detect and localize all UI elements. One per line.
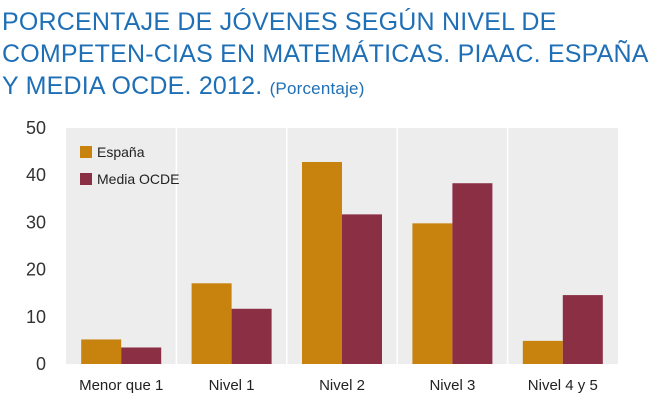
x-tick-label: Nivel 3 bbox=[429, 377, 475, 394]
bar-espana bbox=[522, 340, 563, 364]
bar-media-ocde bbox=[231, 308, 272, 364]
chart-title-sub: (Porcentaje) bbox=[269, 79, 365, 98]
bar-espana bbox=[81, 339, 122, 364]
x-tick-label: Menor que 1 bbox=[79, 377, 163, 394]
bar-espana bbox=[302, 161, 342, 364]
y-tick-label: 40 bbox=[26, 165, 46, 185]
y-tick-label: 50 bbox=[26, 118, 46, 138]
bar-media-ocde bbox=[452, 183, 493, 364]
y-tick-label: 20 bbox=[26, 260, 46, 280]
legend-swatch bbox=[80, 173, 92, 185]
x-tick-label: Nivel 2 bbox=[319, 377, 365, 394]
x-tick-label: Nivel 4 y 5 bbox=[528, 377, 598, 394]
bar-media-ocde bbox=[562, 295, 603, 364]
y-tick-label: 0 bbox=[36, 354, 46, 374]
bar-media-ocde bbox=[121, 347, 162, 364]
chart-title: PORCENTAJE DE JÓVENES SEGÚN NIVEL DE COM… bbox=[2, 6, 652, 105]
y-tick-label: 30 bbox=[26, 212, 46, 232]
legend-label: Media OCDE bbox=[97, 171, 179, 187]
x-tick-label: Nivel 1 bbox=[209, 377, 255, 394]
chart-title-main: PORCENTAJE DE JÓVENES SEGÚN NIVEL DE COM… bbox=[2, 8, 648, 100]
y-tick-label: 10 bbox=[26, 307, 46, 327]
legend-label: España bbox=[97, 144, 145, 160]
bar-espana bbox=[191, 283, 232, 364]
bar-espana bbox=[412, 223, 453, 364]
legend-swatch bbox=[80, 146, 92, 158]
bar-media-ocde bbox=[342, 214, 382, 364]
